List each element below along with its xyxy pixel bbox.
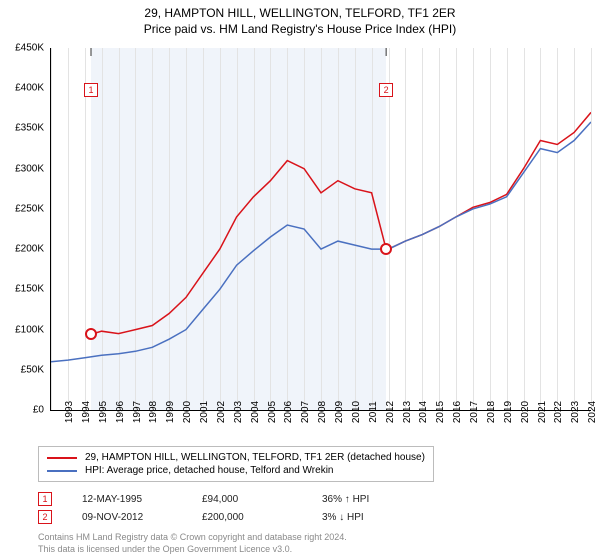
chart-area: 12 1993199419951996199719981999200020012… <box>50 48 590 410</box>
y-tick-label: £150K <box>0 284 44 295</box>
sale-note: 3% ↓ HPI <box>322 512 412 523</box>
y-tick-label: £200K <box>0 244 44 255</box>
y-tick-label: £0 <box>0 405 44 416</box>
series-hpi <box>51 122 591 362</box>
sale-row: 2 09-NOV-2012 £200,000 3% ↓ HPI <box>38 510 412 524</box>
sale-date: 09-NOV-2012 <box>82 512 172 523</box>
title-line2: Price paid vs. HM Land Registry's House … <box>0 22 600 36</box>
chart-titles: 29, HAMPTON HILL, WELLINGTON, TELFORD, T… <box>0 0 600 36</box>
legend-row: 29, HAMPTON HILL, WELLINGTON, TELFORD, T… <box>47 451 425 464</box>
footer: Contains HM Land Registry data © Crown c… <box>38 532 347 555</box>
sale-note: 36% ↑ HPI <box>322 494 412 505</box>
y-tick-label: £300K <box>0 163 44 174</box>
y-tick-label: £100K <box>0 324 44 335</box>
x-tick-label: 2025 <box>590 401 600 423</box>
y-tick-label: £450K <box>0 43 44 54</box>
series-price_paid <box>91 112 591 334</box>
sale-marker-dot <box>380 243 392 255</box>
line-layer <box>51 48 591 410</box>
sale-price: £200,000 <box>202 512 292 523</box>
plot: 12 <box>50 48 591 411</box>
sale-marker-box: 2 <box>379 83 393 97</box>
sale-price: £94,000 <box>202 494 292 505</box>
legend-swatch <box>47 457 77 459</box>
legend-label: HPI: Average price, detached house, Telf… <box>85 465 334 476</box>
legend: 29, HAMPTON HILL, WELLINGTON, TELFORD, T… <box>38 446 434 482</box>
gridline-v <box>591 48 592 410</box>
sale-marker-box: 1 <box>84 83 98 97</box>
footer-line1: Contains HM Land Registry data © Crown c… <box>38 532 347 544</box>
sale-date: 12-MAY-1995 <box>82 494 172 505</box>
title-line1: 29, HAMPTON HILL, WELLINGTON, TELFORD, T… <box>0 6 600 20</box>
footer-line2: This data is licensed under the Open Gov… <box>38 544 347 556</box>
legend-swatch <box>47 470 77 472</box>
sale-rows: 1 12-MAY-1995 £94,000 36% ↑ HPI 2 09-NOV… <box>38 492 412 528</box>
y-tick-label: £50K <box>0 364 44 375</box>
legend-row: HPI: Average price, detached house, Telf… <box>47 464 425 477</box>
sale-row: 1 12-MAY-1995 £94,000 36% ↑ HPI <box>38 492 412 506</box>
y-tick-label: £250K <box>0 203 44 214</box>
sale-marker-box: 1 <box>38 492 52 506</box>
sale-marker-dot <box>85 328 97 340</box>
sale-marker-box: 2 <box>38 510 52 524</box>
legend-label: 29, HAMPTON HILL, WELLINGTON, TELFORD, T… <box>85 452 425 463</box>
y-tick-label: £400K <box>0 83 44 94</box>
y-tick-label: £350K <box>0 123 44 134</box>
